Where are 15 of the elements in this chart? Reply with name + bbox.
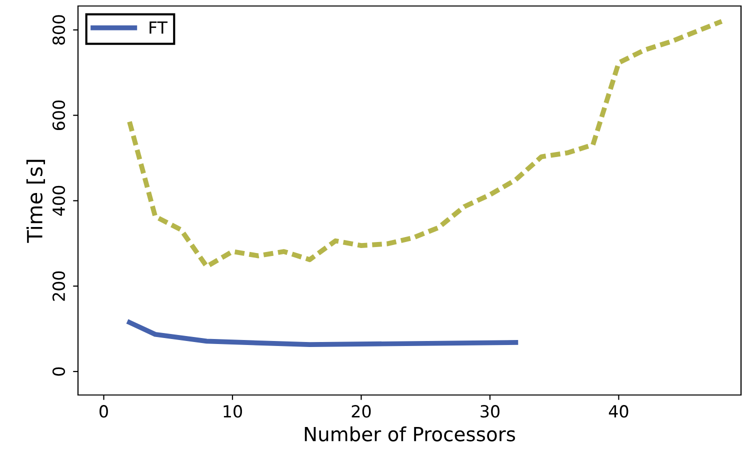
- x-tick-label: 40: [608, 405, 628, 418]
- x-tick-label: 30: [480, 405, 500, 418]
- line-series: [127, 320, 518, 348]
- x-axis-title: Number of Processors: [304, 426, 516, 442]
- x-tick-label: 10: [224, 405, 242, 418]
- y-axis-title: Time [s]: [26, 160, 46, 243]
- y-tick-label: 600: [52, 100, 66, 130]
- line-series: [127, 18, 724, 269]
- legend-label: FT: [150, 22, 168, 34]
- y-tick-label: 400: [52, 186, 66, 216]
- x-tick-label: 0: [100, 405, 108, 418]
- y-tick-label: 800: [52, 15, 66, 45]
- x-tick-label: 20: [352, 405, 371, 418]
- y-tick-label: 0: [52, 367, 66, 376]
- y-tick-label: 200: [52, 271, 66, 301]
